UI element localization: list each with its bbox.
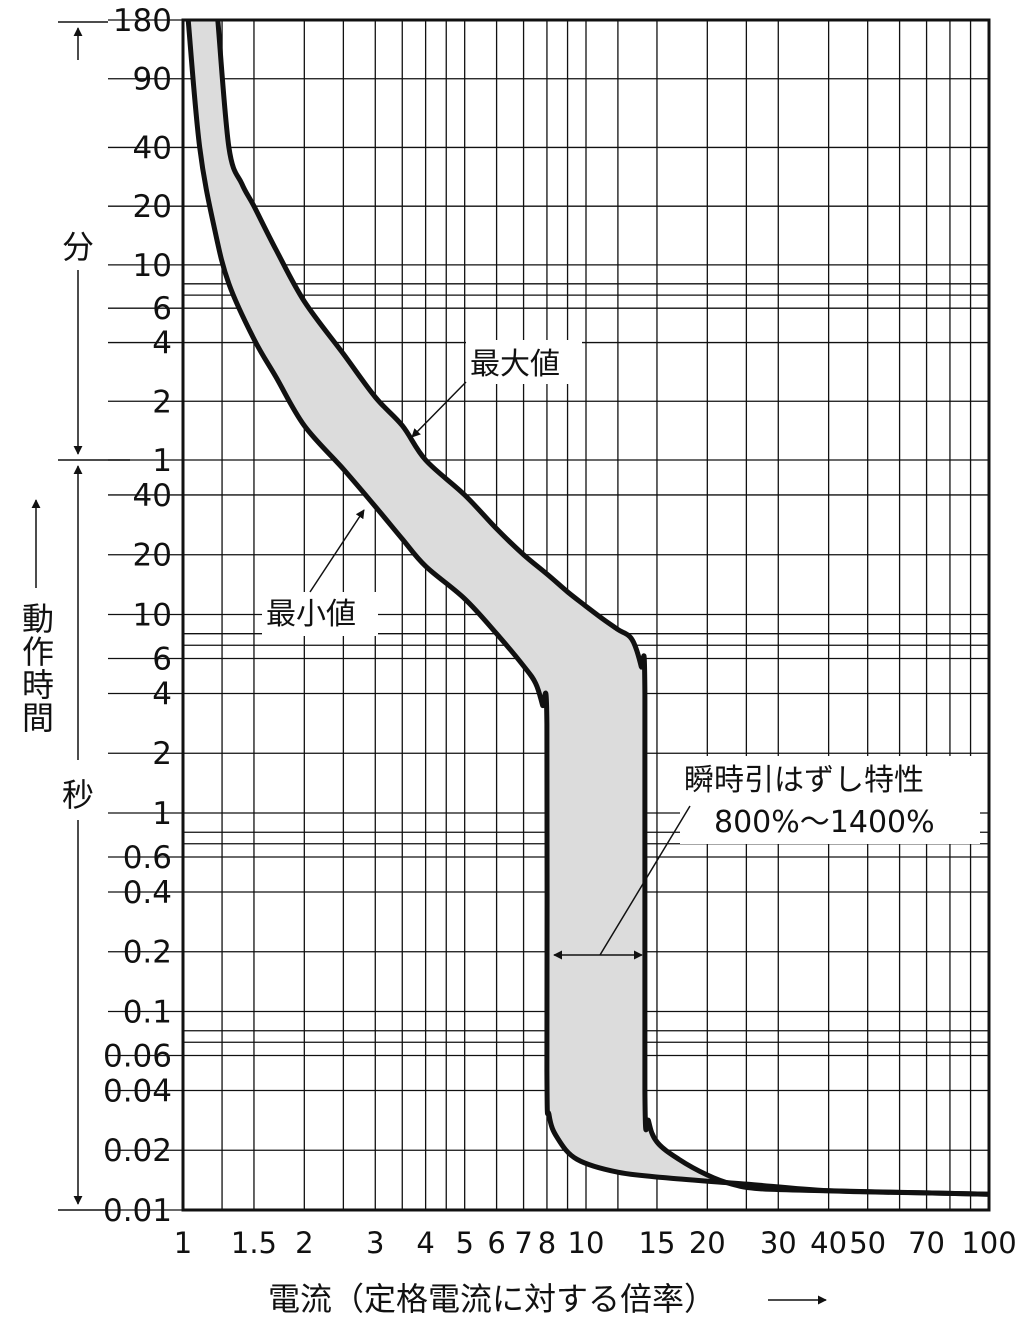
min-label-bg	[262, 592, 378, 636]
x-tick-label: 10	[568, 1226, 605, 1260]
y-tick-label: 0.1	[123, 994, 172, 1030]
y-tick-label: 1	[152, 796, 172, 832]
minute-range-bracket	[58, 21, 130, 461]
x-tick-label: 100	[961, 1226, 1016, 1260]
x-tick-label: 8	[538, 1226, 556, 1260]
series-max-curve	[215, 19, 990, 1197]
x-tick-label: 1.5	[231, 1226, 277, 1260]
y-tick-label: 20	[133, 189, 172, 225]
second-range-bracket	[58, 465, 108, 1211]
x-axis-title: 電流（定格電流に対する倍率）	[268, 1280, 716, 1318]
x-tick-label: 30	[760, 1226, 797, 1260]
y-tick-label: 4	[152, 676, 172, 712]
curves	[185, 19, 990, 1197]
x-tick-label: 6	[487, 1226, 505, 1260]
y-tick-label: 6	[152, 642, 172, 678]
y-tick-label: 40	[133, 130, 172, 166]
y-tick-label: 40	[133, 478, 172, 514]
x-tick-label: 20	[689, 1226, 726, 1260]
seconds-unit-label: 秒	[62, 776, 94, 814]
x-tick-label: 70	[908, 1226, 945, 1260]
y-tick-label: 10	[133, 597, 172, 633]
y-ticks: 18090402010642140201064210.60.40.20.10.0…	[103, 3, 183, 1229]
y-tick-label: 6	[152, 291, 172, 327]
y-tick-label: 0.04	[103, 1073, 172, 1109]
x-tick-label: 50	[849, 1226, 886, 1260]
instant-trip-pointer	[599, 805, 691, 956]
x-ticks: 1 1.5 2 3 4 5 6 7 8 10 15 20 30 40 50 70 100	[174, 1226, 1017, 1260]
y-tick-label: 10	[133, 248, 172, 284]
series-min-curve	[185, 19, 990, 1197]
y-tick-label: 0.02	[103, 1133, 172, 1169]
y-tick-label: 0.4	[123, 875, 172, 911]
min-value-pointer	[309, 509, 365, 593]
y-tick-label: 4	[152, 326, 172, 362]
y-tick-label: 0.6	[123, 840, 172, 876]
x-tick-label: 40	[810, 1226, 847, 1260]
y-tick-label: 180	[113, 3, 172, 39]
instant-trip-range: 800%～1400%	[714, 805, 935, 840]
y-tick-label: 0.06	[103, 1039, 172, 1075]
y-tick-label: 2	[152, 384, 172, 420]
x-tick-label: 1	[174, 1226, 192, 1260]
y-axis-title: 動作時間	[17, 602, 55, 734]
instant-trip-label: 瞬時引はずし特性	[684, 763, 924, 798]
x-tick-label: 3	[366, 1226, 384, 1260]
x-tick-label: 15	[639, 1226, 676, 1260]
x-tick-label: 5	[455, 1226, 473, 1260]
y-tick-label: 1	[152, 443, 172, 479]
max-label-bg	[466, 340, 582, 384]
y-tick-label: 20	[133, 538, 172, 574]
y-tick-label: 90	[133, 62, 172, 98]
max-value-label: 最大値	[470, 347, 560, 382]
y-tick-label: 0.2	[123, 935, 172, 971]
x-tick-label: 7	[514, 1226, 532, 1260]
y-tick-label: 0.01	[103, 1193, 172, 1229]
grid	[183, 20, 989, 1210]
minutes-unit-label: 分	[62, 228, 94, 266]
x-tick-label: 4	[416, 1226, 434, 1260]
min-value-label: 最小値	[266, 597, 356, 632]
instant-trip-label-bg	[680, 756, 980, 844]
y-tick-label: 2	[152, 736, 172, 772]
max-value-pointer	[411, 381, 467, 438]
x-tick-label: 2	[295, 1226, 313, 1260]
